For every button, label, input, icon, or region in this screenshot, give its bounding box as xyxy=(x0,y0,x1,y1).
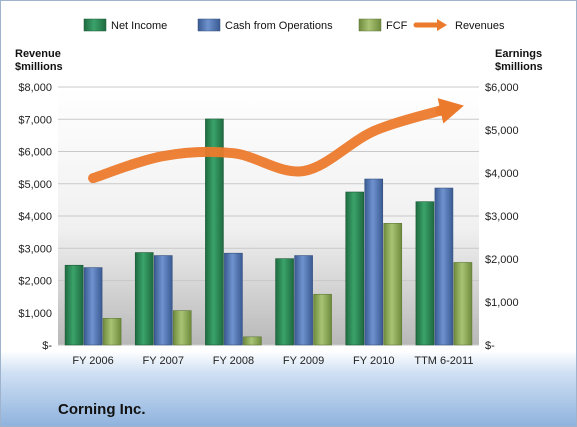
bars xyxy=(64,118,473,346)
bar-cash-from-operations xyxy=(224,252,243,346)
right-tick-label: $4,000 xyxy=(485,168,519,180)
gridlines xyxy=(58,86,479,346)
legend-label-net-income: Net Income xyxy=(111,20,167,32)
revenue-line xyxy=(88,98,464,184)
bar-fcf xyxy=(383,223,403,346)
right-axis-title-line2: $millions xyxy=(495,61,543,73)
x-axis-label: FY 2007 xyxy=(143,355,184,367)
left-tick-label: $8,000 xyxy=(18,82,52,94)
right-tick-label: $- xyxy=(485,340,495,352)
x-axis-labels: FY 2006 FY 2007 FY 2008 FY 2009 FY 2010 TTM 6… xyxy=(72,355,473,367)
left-tick-label: $3,000 xyxy=(18,243,52,255)
legend-label-revenues: Revenues xyxy=(455,20,505,32)
x-axis-label: FY 2010 xyxy=(353,355,394,367)
left-tick-label: $6,000 xyxy=(18,147,52,159)
right-tick-label: $6,000 xyxy=(485,82,519,94)
bar-cash-from-operations xyxy=(153,255,173,346)
bar-fcf xyxy=(313,293,332,346)
right-axis-ticks: $- $1,000 $2,000 $3,000 $4,000 $5,000 $6,000 xyxy=(485,82,519,352)
bar-net-income xyxy=(205,118,224,346)
left-axis-ticks: $- $1,000 $2,000 $3,000 $4,000 $5,000 $6,000 $7… xyxy=(18,82,52,352)
left-tick-label: $- xyxy=(42,340,52,352)
left-tick-label: $5,000 xyxy=(18,179,52,191)
revenue-arrow-head xyxy=(437,98,464,124)
company-name: Corning Inc. xyxy=(58,401,146,418)
legend-swatch-cash-from-operations xyxy=(197,18,221,32)
legend-arrow-revenues xyxy=(437,19,447,31)
right-tick-label: $3,000 xyxy=(485,211,519,223)
legend: Net Income Cash from Operations FCF Reve… xyxy=(83,18,505,32)
legend-swatch-fcf xyxy=(358,18,382,32)
right-tick-label: $1,000 xyxy=(485,297,519,309)
left-axis-title-line2: $millions xyxy=(15,61,63,73)
bar-fcf xyxy=(453,262,473,346)
bar-cash-from-operations xyxy=(294,255,313,346)
bar-net-income xyxy=(415,201,435,346)
bar-net-income xyxy=(134,252,154,346)
revenue-series-line xyxy=(88,104,449,184)
right-tick-label: $5,000 xyxy=(485,125,519,137)
x-axis-label: FY 2006 xyxy=(72,355,113,367)
bar-fcf xyxy=(102,318,122,346)
bar-cash-from-operations xyxy=(434,187,454,346)
right-tick-label: $2,000 xyxy=(485,254,519,266)
legend-label-fcf: FCF xyxy=(386,20,408,32)
x-axis-label: FY 2009 xyxy=(283,355,324,367)
left-axis-title-line1: Revenue xyxy=(15,48,61,60)
left-tick-label: $7,000 xyxy=(18,114,52,126)
left-tick-label: $2,000 xyxy=(18,276,52,288)
bar-net-income xyxy=(275,258,294,346)
legend-swatch-net-income xyxy=(83,18,107,32)
x-axis-label: TTM 6-2011 xyxy=(414,355,473,367)
bar-fcf xyxy=(243,336,262,346)
legend-label-cash-from-operations: Cash from Operations xyxy=(225,20,333,32)
left-tick-label: $4,000 xyxy=(18,211,52,223)
bar-net-income xyxy=(345,191,365,346)
x-axis-label: FY 2008 xyxy=(213,355,254,367)
left-tick-label: $1,000 xyxy=(18,308,52,320)
right-axis-title-line1: Earnings xyxy=(495,48,542,60)
bar-cash-from-operations xyxy=(83,267,103,346)
bar-net-income xyxy=(64,264,84,346)
bar-fcf xyxy=(172,310,192,346)
bar-cash-from-operations xyxy=(364,178,384,346)
